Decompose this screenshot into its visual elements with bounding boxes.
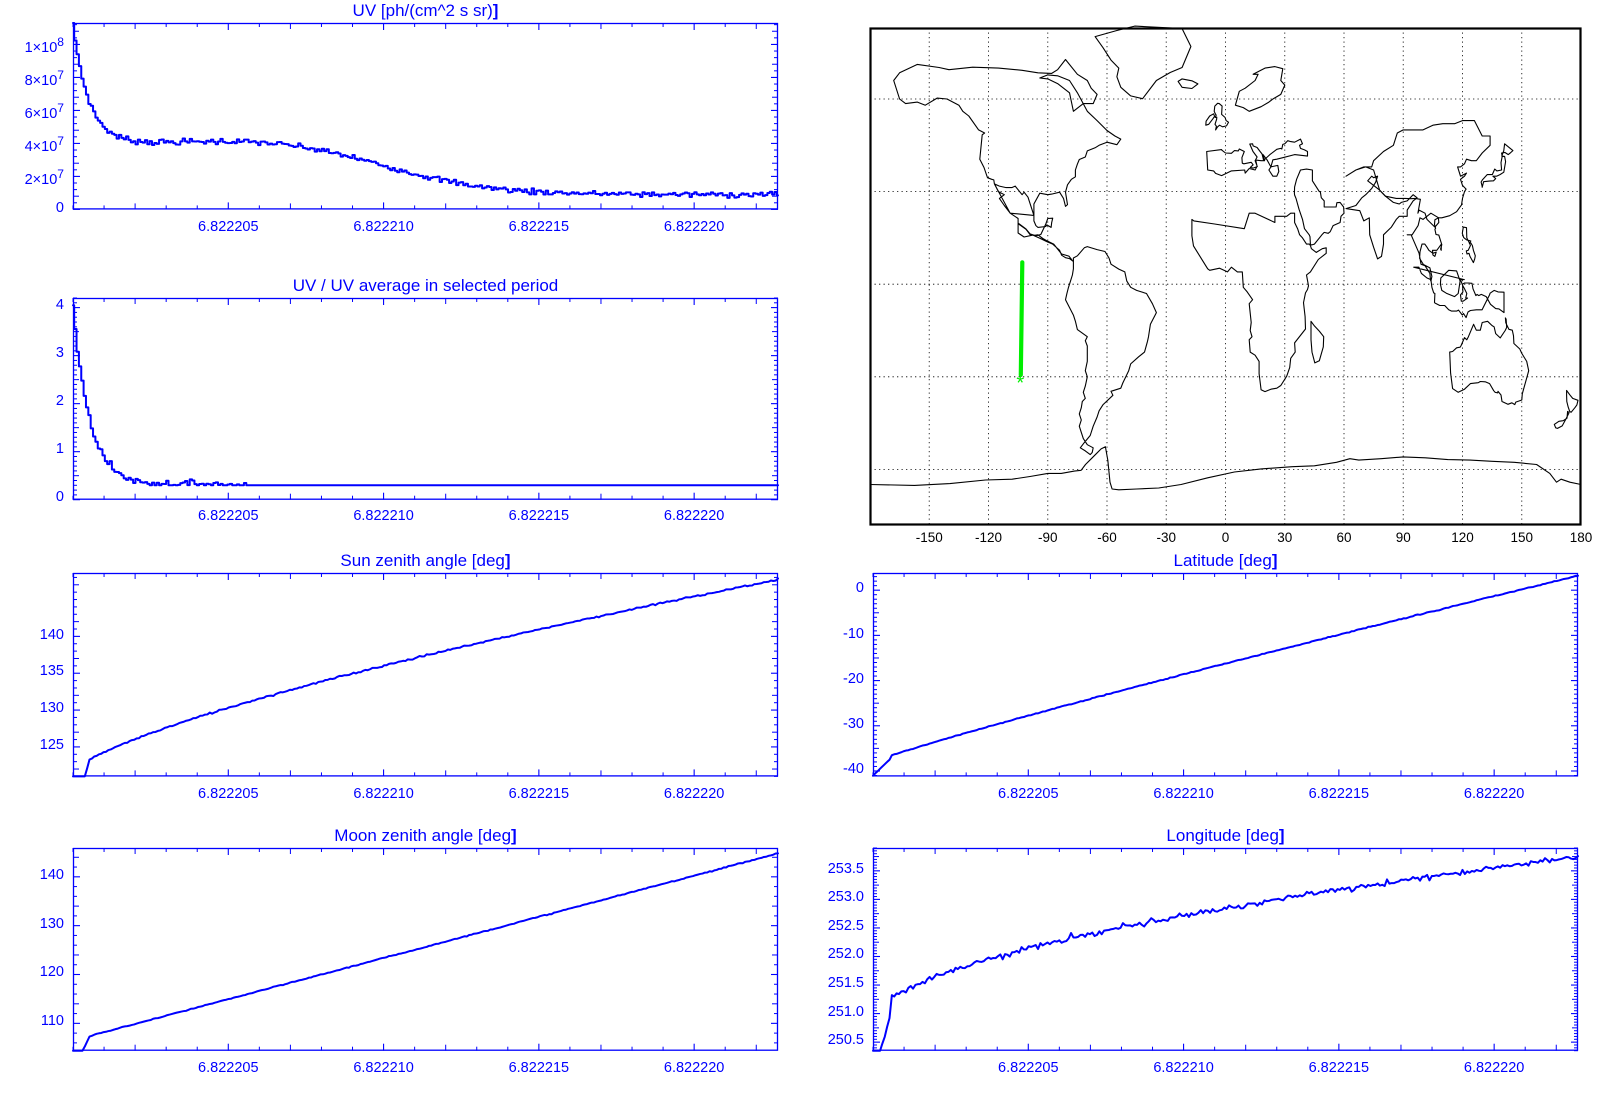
svg-text:*: * xyxy=(1016,373,1024,395)
